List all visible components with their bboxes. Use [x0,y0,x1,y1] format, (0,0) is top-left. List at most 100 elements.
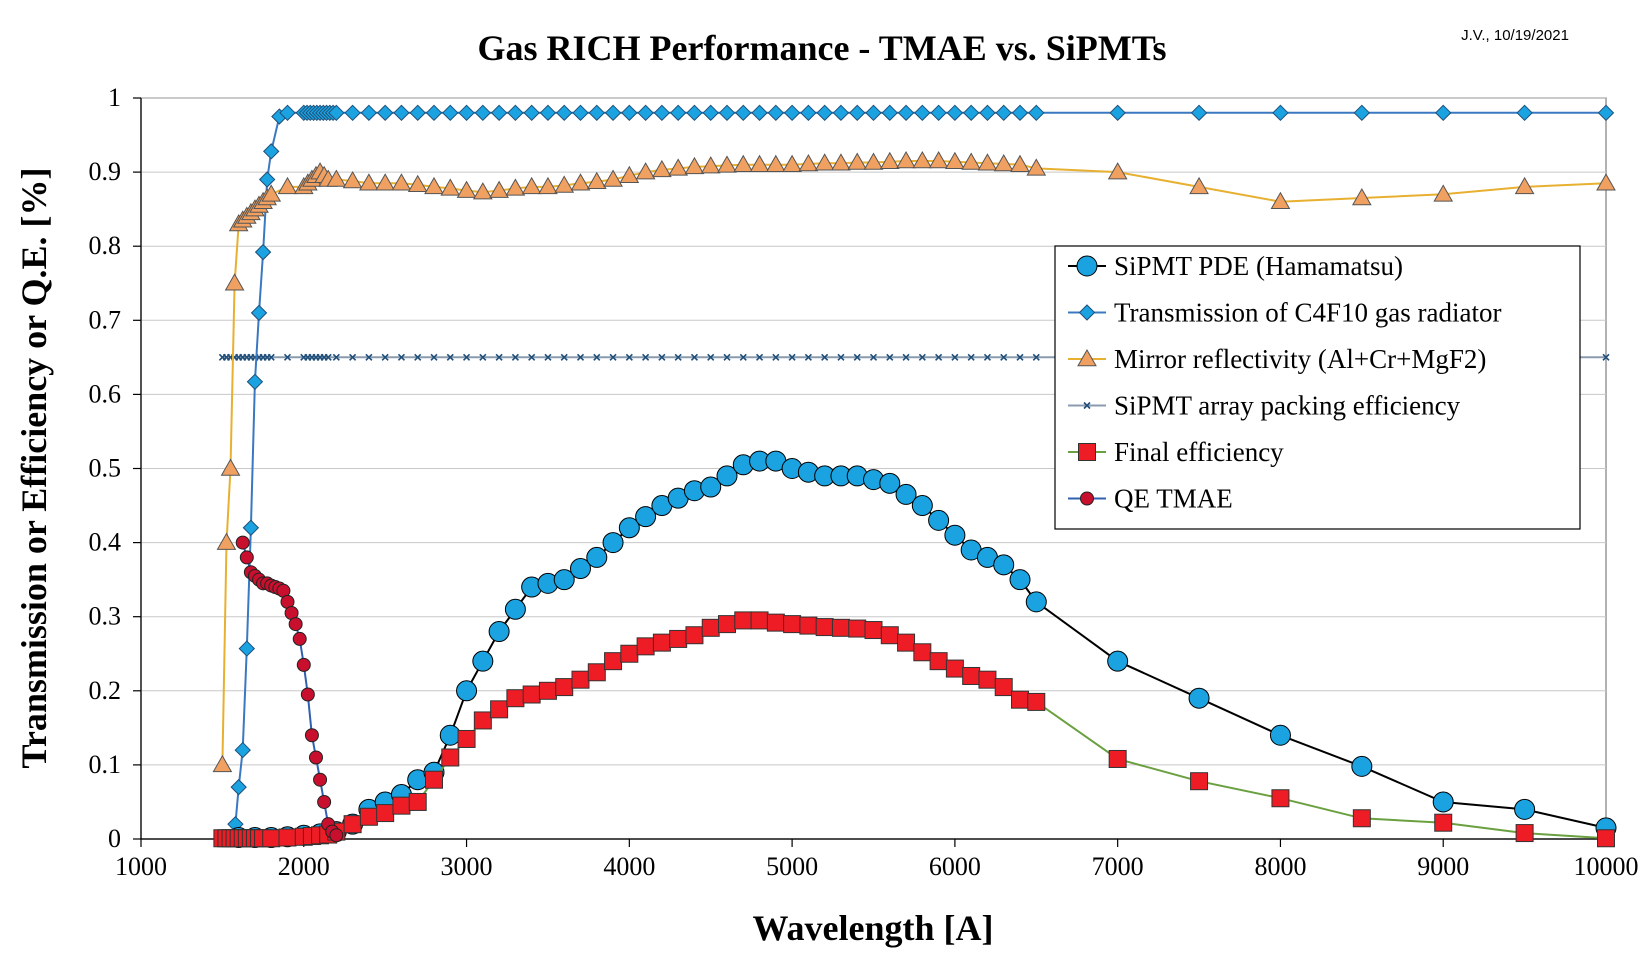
data-point [246,373,264,391]
y-tick-label: 1 [108,83,121,112]
x-tick-label: 9000 [1417,852,1469,881]
data-point [642,353,650,361]
data-point [929,652,948,671]
data-point [430,353,438,361]
data-point [462,353,471,361]
data-point [799,616,818,635]
data-point [886,353,894,361]
legend-swatch-marker [1078,443,1096,461]
data-point [652,159,672,178]
data-point [560,353,568,361]
data-point [669,104,687,122]
data-point [1514,176,1535,195]
data-point [653,104,671,122]
data-point [1597,104,1615,122]
data-point [571,670,590,689]
data-point [408,792,427,811]
data-point [913,643,932,662]
data-point [798,153,819,172]
data-point [479,353,487,361]
data-point [1432,791,1454,813]
data-point [951,353,959,361]
legend-label: SiPMT PDE (Hamamatsu) [1114,251,1403,281]
data-point [603,169,623,187]
data-point [928,150,949,169]
data-point [1026,158,1047,176]
data-point [313,772,328,787]
data-point [488,621,510,643]
data-point [918,353,926,361]
data-point [800,104,817,122]
data-point [224,273,245,291]
x-tick-label: 2000 [278,852,330,881]
data-point [772,353,780,361]
data-point [523,104,540,122]
data-point [1602,353,1610,361]
legend-label: QE TMAE [1114,484,1233,514]
data-point [242,519,260,536]
data-point [912,150,933,169]
data-point [359,173,379,191]
data-point [864,621,883,640]
data-point [212,754,233,773]
data-point [407,174,428,192]
data-point [788,353,796,361]
data-point [674,353,682,361]
data-point [700,476,722,498]
data-point [782,154,802,172]
x-tick-label: 6000 [929,852,981,881]
data-point [586,546,608,568]
data-point [349,353,357,361]
legend-swatch-marker [1083,401,1091,410]
data-point [495,353,503,361]
data-point [967,353,975,361]
data-point [879,472,901,494]
data-point [831,153,851,171]
data-point [342,170,363,189]
data-point [686,104,703,122]
data-point [602,532,624,554]
data-point [490,700,509,719]
data-point [262,829,281,848]
data-point [734,611,753,630]
legend-entry: SiPMT PDE (Hamamatsu) [1068,251,1403,281]
data-point [621,104,638,122]
x-tick-label: 10000 [1574,852,1639,881]
data-point [234,741,251,759]
data-point [458,104,475,122]
data-point [978,670,997,689]
data-point [1027,692,1046,711]
data-point [690,353,699,361]
data-point [425,770,443,789]
data-point [376,104,394,122]
data-point [1516,104,1533,122]
legend-items: SiPMT PDE (Hamamatsu) Transmission of C4F… [1068,251,1502,514]
data-point [896,150,916,169]
y-tick-label: 0.9 [89,157,122,186]
data-point [755,353,764,361]
data-point [267,353,275,361]
data-point [554,175,575,193]
data-point [669,629,688,648]
data-point [489,180,509,198]
data-point [360,104,378,122]
data-point [618,517,640,539]
legend-label: Final efficiency [1114,437,1284,467]
x-tick-label: 1000 [115,852,167,881]
data-point [393,104,410,122]
data-point [1107,162,1128,180]
legend-label: Transmission of C4F10 gas radiator [1114,298,1502,328]
data-point [220,458,241,476]
data-point [1433,184,1454,202]
data-point [895,483,917,505]
data-point [977,153,998,171]
series-1 [227,104,1615,833]
data-point [1025,591,1047,613]
data-point [381,353,389,361]
data-point [414,353,422,361]
y-tick-label: 0.6 [89,379,122,408]
data-point [635,506,657,528]
data-point [576,353,585,361]
data-point [238,640,256,657]
data-point [586,171,607,189]
